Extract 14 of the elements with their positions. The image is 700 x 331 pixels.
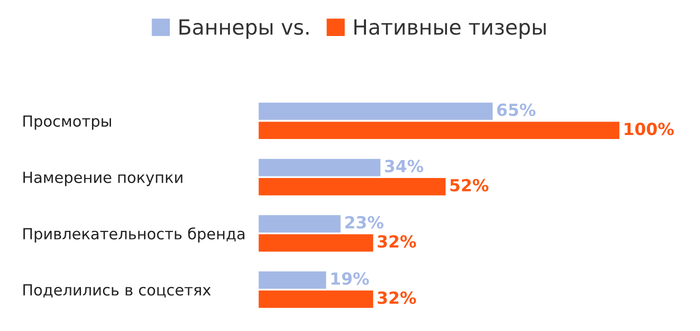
y-tick-label: Поделились в соцсетях xyxy=(23,284,211,298)
data-label: 52% xyxy=(450,178,488,192)
data-label: 100% xyxy=(624,122,674,136)
data-label: 32% xyxy=(378,291,416,304)
data-label: 32% xyxy=(378,235,416,248)
legend-label: Нативные тизеры xyxy=(354,19,546,39)
y-tick-label: Привлекательность бренда xyxy=(23,227,244,242)
y-tick-label: Намерение покупки xyxy=(23,172,182,186)
data-label: 19% xyxy=(331,272,369,285)
legend-label: Баннеры vs. xyxy=(180,19,308,39)
data-label: 34% xyxy=(384,160,424,172)
y-tick-label: Просмотры xyxy=(23,115,111,130)
data-label: 65% xyxy=(497,103,536,116)
data-label: 23% xyxy=(345,216,384,229)
